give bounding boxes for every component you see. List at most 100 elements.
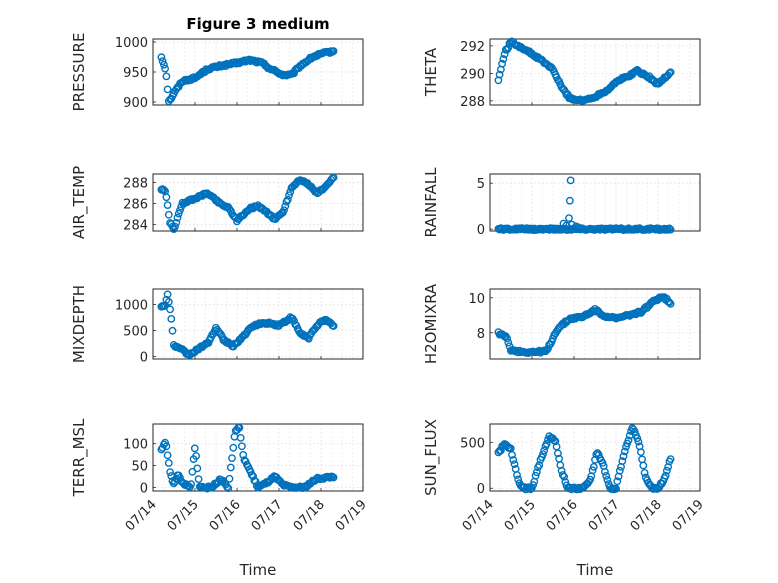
data-point (194, 475, 203, 483)
data-point (666, 68, 675, 77)
data-point (535, 461, 544, 469)
data-point (281, 202, 290, 211)
data-point (226, 463, 235, 472)
x-tick-label: 07/19 (333, 497, 370, 534)
data-point (328, 174, 337, 183)
data-point (558, 471, 567, 479)
data-point (164, 210, 173, 219)
data-point (225, 474, 234, 483)
y-tick-label: 0 (477, 482, 485, 497)
data-point (285, 191, 293, 200)
data-point (540, 446, 549, 455)
data-point (159, 302, 168, 311)
y-tick-label: 292 (460, 40, 485, 55)
data-point (615, 466, 624, 475)
data-point (228, 454, 236, 462)
y-axis-label: MIXDEPTH (70, 285, 88, 363)
data-point (163, 451, 172, 460)
data-point (159, 186, 168, 194)
data-point (163, 85, 172, 94)
axes-frame (489, 288, 701, 360)
data-point (514, 475, 523, 484)
data-point (329, 47, 338, 55)
data-point (566, 176, 575, 185)
data-point (224, 484, 233, 493)
y-tick-label: 290 (460, 67, 485, 82)
data-point (162, 442, 171, 451)
data-point (574, 223, 583, 232)
axes-frame (489, 38, 701, 106)
y-axis-label: H2OMIXRA (422, 283, 440, 364)
data-point (173, 213, 182, 222)
data-point (613, 477, 622, 486)
data-point (192, 452, 201, 460)
x-tick-label: 07/18 (628, 497, 665, 534)
data-point (634, 437, 643, 446)
data-point (665, 69, 674, 78)
y-axis-label: SUN_FLUX (422, 419, 441, 496)
data-point (601, 467, 609, 476)
axes-1: 900 950 1000 PRESSURE (70, 33, 364, 111)
data-point (171, 222, 179, 231)
data-point (495, 70, 504, 79)
axes-frame (152, 288, 364, 360)
y-tick-label: 284 (123, 219, 148, 234)
data-point (664, 225, 672, 234)
data-point (603, 475, 612, 484)
x-tick-label: 07/19 (670, 497, 707, 534)
x-tick-label: 07/18 (291, 497, 328, 534)
axes-frame (152, 173, 364, 232)
y-tick-label: 8 (477, 327, 485, 342)
y-tick-label: 288 (460, 95, 485, 110)
y-tick-label: 950 (123, 66, 148, 81)
axes-7: 0 50 100 07/14 07/15 07/16 07/17 07/18 07/19 TERR… (70, 418, 370, 579)
data-point (166, 468, 175, 476)
axes-3: 284 286 288 AIR_TEMP (70, 166, 364, 239)
y-tick-label: 100 (123, 438, 148, 453)
x-tick-label: 07/16 (207, 497, 244, 534)
y-tick-label: 1000 (115, 299, 148, 314)
data-point (513, 471, 521, 479)
data-point (639, 461, 648, 470)
data-point (164, 297, 173, 306)
y-axis-label: AIR_TEMP (70, 166, 89, 239)
y-tick-label: 288 (123, 176, 148, 191)
data-point (235, 423, 244, 432)
data-point (498, 59, 506, 68)
data-point (542, 439, 551, 448)
y-tick-label: 286 (123, 198, 148, 213)
data-point (236, 433, 245, 442)
data-point (499, 55, 508, 63)
data-point (161, 64, 170, 73)
data-point (162, 193, 171, 202)
data-point (262, 477, 271, 486)
data-point (554, 449, 562, 458)
y-tick-label: 900 (123, 96, 148, 111)
data-point (163, 201, 172, 210)
data-point (187, 480, 196, 489)
data-point (190, 444, 199, 453)
x-axis-label: Time (576, 561, 614, 579)
data-point (624, 436, 633, 445)
x-tick-label: 07/17 (249, 497, 286, 534)
data-point (164, 459, 173, 467)
data-point (586, 475, 594, 484)
data-point (560, 472, 568, 481)
data-point (510, 460, 519, 468)
data-point (666, 225, 675, 234)
data-point (568, 220, 576, 229)
data-point (176, 206, 184, 215)
data-point (666, 299, 675, 308)
y-axis-label: TERR_MSL (70, 418, 89, 497)
data-point (666, 455, 675, 463)
data-point (189, 73, 198, 82)
data-point (531, 471, 540, 480)
data-point (619, 452, 628, 461)
data-point (508, 450, 516, 459)
x-tick-label: 07/15 (502, 497, 539, 534)
data-point (618, 457, 627, 465)
data-point (509, 456, 518, 464)
y-axis-label: RAINFALL (422, 167, 440, 238)
data-point (551, 437, 560, 446)
